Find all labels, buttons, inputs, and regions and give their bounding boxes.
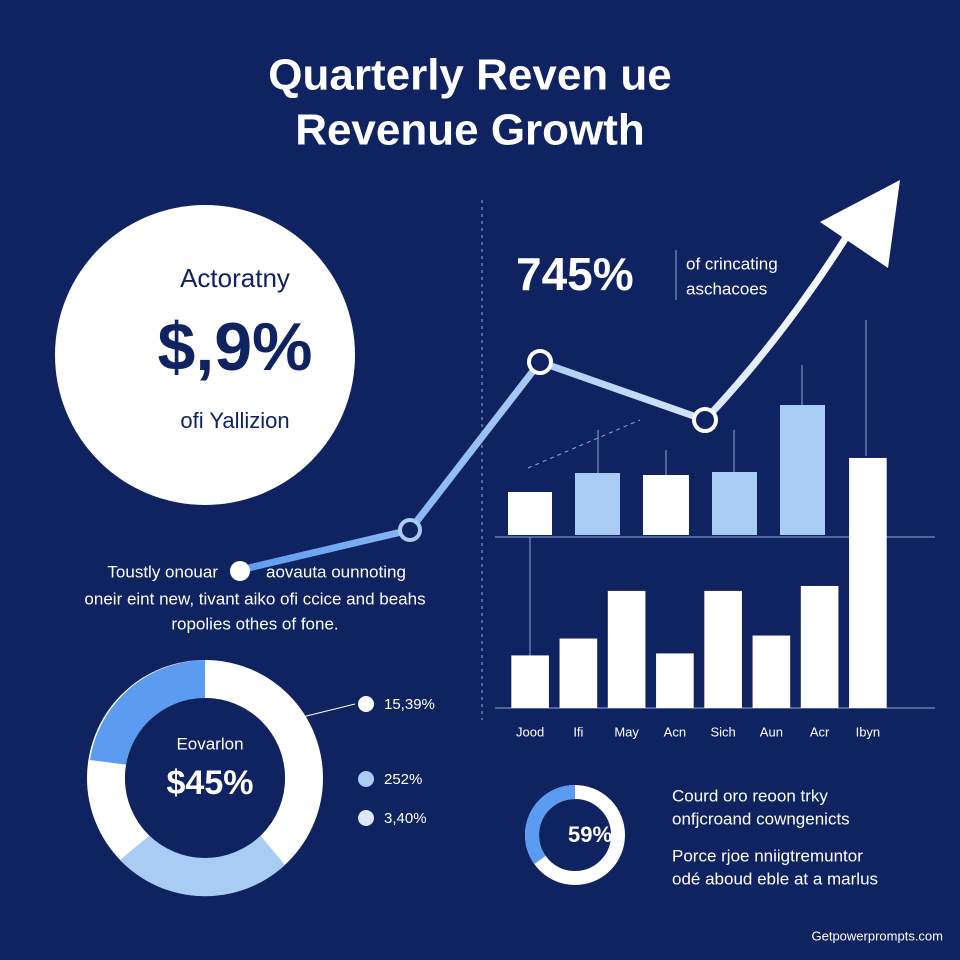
- highlight-circle: [55, 205, 355, 505]
- bar: [800, 585, 839, 708]
- footer: Getpowerprompts.com: [812, 928, 944, 943]
- bar: [849, 457, 887, 708]
- legend-text: 3,40%: [384, 810, 427, 827]
- x-tick-label: Acr: [810, 724, 830, 739]
- small-donut-text: Courd oro reoon trky: [672, 786, 828, 805]
- x-tick-label: Aun: [760, 724, 783, 739]
- donut-segment: [90, 660, 205, 765]
- description: Toustly onouar: [107, 562, 218, 581]
- x-tick-label: Sich: [710, 724, 735, 739]
- legend-text: 252%: [384, 771, 422, 788]
- description: aovauta ounnoting: [266, 562, 406, 581]
- highlight-value: 745%: [516, 248, 634, 300]
- circle-value: $,9%: [158, 309, 313, 385]
- bar: [704, 590, 742, 708]
- bar: [752, 635, 791, 708]
- donut-value: $45%: [167, 764, 254, 802]
- x-tick-label: Ibyn: [856, 724, 881, 739]
- title: Revenue Growth: [295, 106, 645, 155]
- description: ropolies othes of fone.: [171, 614, 338, 633]
- decor-box: [575, 473, 620, 535]
- line-point: [230, 561, 250, 581]
- title: Quarterly Reven ue: [268, 51, 672, 100]
- small-donut-text: Porce rjoe nniigtremuntor: [672, 846, 863, 865]
- leader-line: [269, 703, 356, 726]
- highlight-text: of crincating: [686, 254, 778, 273]
- description: oneir eint new, tivant aiko ofi ccice an…: [84, 589, 425, 608]
- small-donut-segment: [524, 785, 576, 865]
- bar: [656, 653, 694, 708]
- decor-box: [780, 405, 825, 535]
- decor-box: [508, 492, 552, 535]
- legend-text: 15,39%: [384, 696, 435, 713]
- small-donut-value: 59%: [568, 822, 612, 847]
- x-tick-label: May: [614, 724, 639, 739]
- growth-arrow: [820, 180, 900, 268]
- line-point: [398, 518, 422, 542]
- line-point: [527, 349, 553, 375]
- bar: [511, 655, 549, 708]
- legend-dot: [358, 696, 374, 712]
- bar: [607, 590, 646, 708]
- circle-sublabel: ofi Yallizion: [180, 408, 289, 433]
- line-point: [692, 407, 718, 433]
- donut-label: Eovarlon: [176, 734, 243, 753]
- highlight-text: aschacoes: [686, 279, 767, 298]
- small-donut-text: odé aboud eble at a marlus: [672, 869, 878, 888]
- donut-segment: [120, 835, 285, 897]
- bar: [559, 638, 598, 708]
- decor-box: [712, 472, 757, 535]
- decor-box: [643, 475, 689, 535]
- donut-hole: [125, 698, 285, 858]
- x-tick-label: Acn: [664, 724, 686, 739]
- circle-label: Actoratny: [180, 263, 290, 293]
- legend-dot: [358, 771, 374, 787]
- x-tick-label: Ifi: [573, 724, 583, 739]
- x-tick-label: Jood: [516, 724, 544, 739]
- small-donut-text: onfjcroand cowngenicts: [672, 809, 850, 828]
- legend-dot: [358, 810, 374, 826]
